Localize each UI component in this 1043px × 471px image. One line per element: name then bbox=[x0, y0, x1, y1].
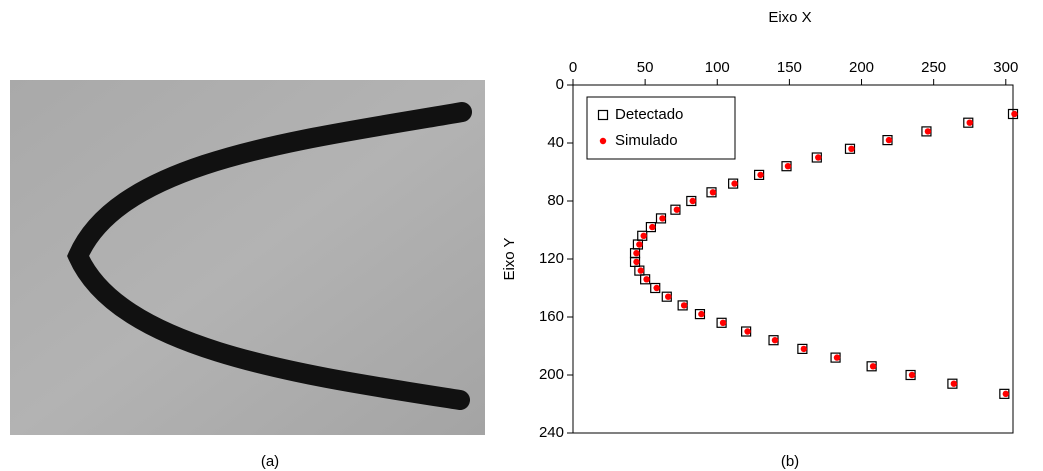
caption: (b) bbox=[781, 453, 799, 470]
legend-box bbox=[586, 96, 736, 160]
point bbox=[719, 319, 727, 326]
point bbox=[673, 206, 681, 213]
point bbox=[643, 276, 650, 283]
x-tick-label: 250 bbox=[921, 59, 946, 76]
point bbox=[680, 302, 688, 309]
legend-marker bbox=[599, 137, 607, 145]
x-tick-label: 150 bbox=[777, 59, 802, 76]
x-axis-label: Eixo X bbox=[768, 9, 811, 26]
y-tick-label: 200 bbox=[539, 366, 564, 383]
x-tick-label: 50 bbox=[637, 59, 654, 76]
legend-label: Simulado bbox=[615, 132, 678, 149]
point bbox=[698, 310, 705, 318]
point bbox=[665, 293, 672, 300]
point bbox=[731, 180, 738, 187]
point bbox=[908, 371, 916, 379]
x-tick-label: 0 bbox=[569, 59, 577, 76]
legend-marker bbox=[597, 109, 609, 121]
x-tick-label: 100 bbox=[705, 59, 730, 76]
y-axis-label: Eixo Y bbox=[501, 237, 518, 280]
x-tick-label: 200 bbox=[849, 59, 874, 76]
y-tick-label: 80 bbox=[547, 192, 564, 209]
photo-curve bbox=[67, 102, 472, 410]
point bbox=[709, 189, 717, 196]
point bbox=[771, 337, 779, 344]
point bbox=[640, 232, 647, 239]
point bbox=[636, 241, 643, 248]
point bbox=[784, 163, 792, 170]
point bbox=[924, 128, 932, 135]
point bbox=[885, 136, 893, 144]
y-tick-label: 120 bbox=[539, 250, 564, 267]
point bbox=[848, 145, 855, 152]
caption: (a) bbox=[261, 453, 279, 470]
point bbox=[659, 215, 666, 222]
point bbox=[1011, 110, 1018, 118]
point bbox=[757, 171, 764, 179]
point bbox=[966, 119, 973, 126]
point bbox=[633, 258, 640, 266]
y-tick-label: 40 bbox=[547, 134, 564, 151]
y-tick-label: 160 bbox=[539, 308, 564, 325]
point bbox=[633, 250, 640, 257]
y-tick-label: 240 bbox=[539, 424, 564, 441]
y-tick-label: 0 bbox=[556, 76, 564, 93]
point bbox=[1002, 390, 1009, 398]
point bbox=[637, 267, 645, 274]
point bbox=[800, 345, 808, 353]
point bbox=[833, 354, 841, 361]
point bbox=[744, 328, 751, 335]
legend-label: Detectado bbox=[615, 106, 683, 123]
point bbox=[815, 154, 822, 161]
point bbox=[950, 380, 958, 387]
point bbox=[689, 197, 696, 205]
point bbox=[653, 284, 660, 292]
point bbox=[649, 223, 656, 231]
x-tick-label: 300 bbox=[993, 59, 1018, 76]
point bbox=[869, 363, 877, 370]
